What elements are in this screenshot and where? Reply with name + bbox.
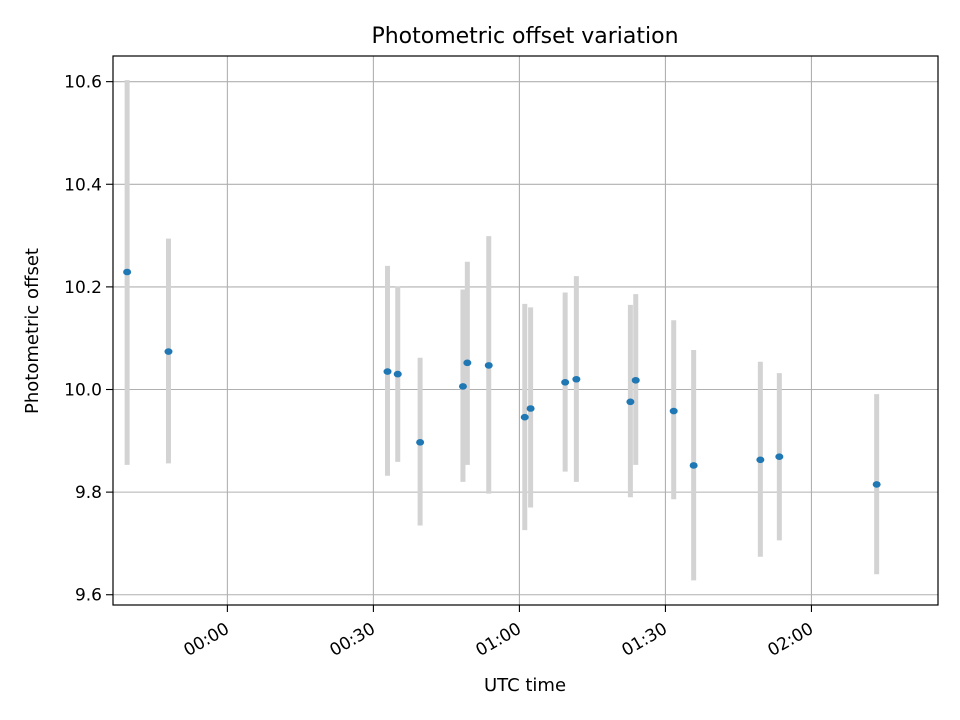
data-point [393, 370, 402, 378]
y-tick-label: 10.2 [64, 278, 102, 298]
data-point [756, 456, 765, 464]
data-point [520, 413, 529, 421]
data-point [383, 368, 392, 375]
data-point [631, 376, 640, 384]
data-points [123, 268, 881, 488]
y-tick-label: 10.4 [64, 175, 102, 195]
y-axis-label: Photometric offset [22, 248, 43, 414]
data-point [689, 462, 698, 469]
chart-title: Photometric offset variation [371, 24, 678, 49]
data-point [561, 379, 570, 386]
y-tick-label: 10.0 [64, 381, 102, 401]
data-point [775, 453, 784, 461]
y-axis-ticks: 9.6 9.8 10.0 10.2 10.4 10.6 [64, 73, 113, 606]
y-tick-label: 9.6 [75, 586, 102, 606]
x-axis-label: UTC time [484, 675, 566, 696]
y-tick-label: 9.8 [75, 483, 102, 503]
data-point [872, 481, 881, 488]
data-point [572, 375, 581, 383]
data-point [463, 359, 472, 367]
data-point [416, 439, 425, 446]
grid-lines [113, 56, 938, 605]
data-point [484, 362, 493, 369]
data-point [123, 268, 132, 276]
data-point [526, 405, 535, 412]
plot-frame [112, 55, 939, 606]
y-tick-label: 10.6 [64, 73, 102, 93]
data-point [458, 383, 467, 390]
data-point [626, 398, 635, 406]
data-point [164, 348, 173, 355]
data-point [669, 407, 678, 415]
